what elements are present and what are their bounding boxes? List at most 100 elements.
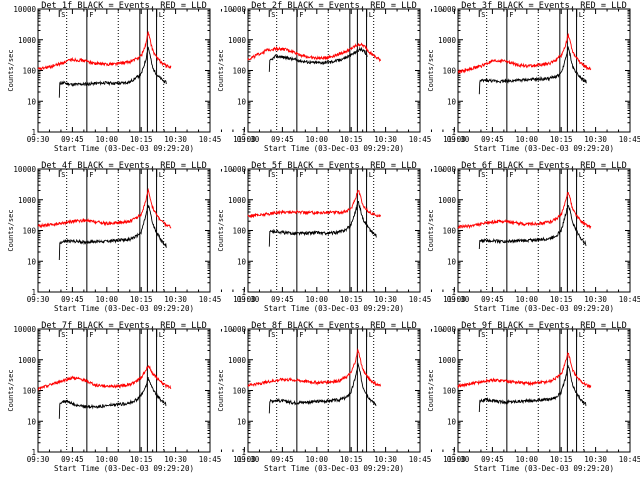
x-tick-label: 10:45 [619, 135, 640, 144]
plot-frame [37, 8, 211, 133]
series-events-line [478, 205, 587, 250]
detector-panel-8f: Det 8f BLACK = Events, RED = LLD11010010… [217, 321, 466, 473]
panel-title: Det 6f BLACK = Events, RED = LLD [461, 161, 627, 171]
x-tick-label: 10:30 [164, 455, 187, 464]
x-axis-label: Start Time (03-Dec-03 09:29:20) [264, 144, 404, 153]
panel-title: Det 5f BLACK = Events, RED = LLD [251, 161, 417, 171]
detector-panel-7f: Det 7f BLACK = Events, RED = LLD11010010… [7, 321, 256, 473]
x-tick-label: 10:30 [584, 295, 607, 304]
y-tick-label: 10 [447, 97, 457, 106]
x-tick-label: 10:45 [409, 295, 432, 304]
interval-label-L: L [369, 11, 373, 19]
x-tick-label: 11:00 [443, 455, 466, 464]
y-tick-label: 1 [451, 128, 456, 137]
series-events-line [478, 364, 587, 413]
y-axis-label: Counts/sec [7, 49, 15, 91]
y-tick-label: 10000 [223, 5, 246, 14]
x-tick-label: 10:45 [199, 135, 222, 144]
interval-label-F: F [509, 11, 513, 19]
detector-panel-2f: Det 2f BLACK = Events, RED = LLD11010010… [217, 1, 466, 153]
detector-panel-5f: Det 5f BLACK = Events, RED = LLD 1 10 100 10… [217, 161, 466, 313]
interval-label-L: L [159, 11, 163, 19]
y-tick-label: 10000 [223, 325, 246, 334]
interval-label-L: L [369, 171, 373, 179]
x-tick-label: 10:45 [199, 295, 222, 304]
interval-label-S: S [61, 11, 65, 19]
x-tick-label: 11:00 [233, 455, 256, 464]
x-tick-label: 10:30 [164, 295, 187, 304]
interval-label-S: S [61, 171, 65, 179]
x-axis-label: Start Time (03-Dec-03 09:29:20) [474, 464, 614, 473]
y-tick-label: 10 [237, 417, 247, 426]
y-tick-label: 1 [241, 448, 246, 457]
x-tick-label: 09:30 [27, 135, 50, 144]
y-tick-label: 100 [232, 227, 246, 236]
x-tick-label: 09:45 [271, 455, 294, 464]
series-lld-line [457, 191, 592, 230]
x-tick-label: 09:30 [447, 135, 470, 144]
x-axis-label: Start Time (03-Dec-03 09:29:20) [54, 144, 194, 153]
x-tick-label: 10:30 [374, 295, 397, 304]
series-events-line [58, 204, 167, 261]
x-tick-label: 10:00 [96, 295, 119, 304]
y-tick-label: 100 [22, 227, 36, 236]
interval-label-L: L [579, 331, 583, 339]
y-tick-label: 1 [241, 288, 246, 297]
interval-label-L: L [579, 11, 583, 19]
y-axis-label: Counts/sec [217, 209, 225, 251]
x-tick-label: 09:45 [481, 295, 504, 304]
series-lld-line [37, 31, 172, 71]
x-tick-label: 10:15 [340, 135, 363, 144]
y-tick-label: 1000 [438, 356, 457, 365]
x-tick-label: 10:45 [409, 455, 432, 464]
y-tick-label: 10000 [433, 165, 456, 174]
y-tick-label: 1000 [228, 196, 247, 205]
y-tick-label: 1 [31, 128, 36, 137]
x-tick-label: 10:15 [550, 295, 573, 304]
series-lld-line [457, 33, 592, 75]
x-tick-label: 10:00 [96, 135, 119, 144]
detector-panel-9f: Det 9f BLACK = Events, RED = LLD 1 10 100 10… [427, 321, 640, 473]
interval-label-F: F [509, 171, 513, 179]
y-tick-label: 10 [447, 257, 457, 266]
y-tick-label: 1 [451, 448, 456, 457]
x-tick-label: 10:00 [516, 455, 539, 464]
series-events-line [268, 46, 368, 72]
x-tick-label: 10:30 [374, 455, 397, 464]
interval-label-F: F [299, 331, 303, 339]
y-tick-label: 100 [442, 227, 456, 236]
plot-frame [457, 328, 631, 453]
y-tick-label: 10 [27, 257, 37, 266]
y-tick-label: 10000 [13, 5, 36, 14]
panel-title: Det 8f BLACK = Events, RED = LLD [251, 321, 417, 331]
detector-panel-6f: Det 6f BLACK = Events, RED = LLD 1 10 100 10… [427, 161, 640, 313]
x-tick-label: 09:30 [27, 455, 50, 464]
series-events-line [268, 362, 377, 414]
interval-label-F: F [89, 331, 93, 339]
plot-frame [37, 328, 211, 453]
interval-label-L: L [579, 171, 583, 179]
x-tick-label: 10:15 [130, 295, 153, 304]
x-tick-label: 10:15 [130, 455, 153, 464]
x-tick-label: 10:45 [619, 455, 640, 464]
interval-label-F: F [89, 171, 93, 179]
series-lld-line [37, 187, 172, 229]
x-axis-label: Start Time (03-Dec-03 09:29:20) [474, 144, 614, 153]
interval-label-F: F [509, 331, 513, 339]
y-tick-label: 10 [447, 417, 457, 426]
y-tick-label: 10 [237, 97, 247, 106]
series-events-line [58, 46, 167, 98]
y-tick-label: 1000 [228, 356, 247, 365]
x-tick-label: 10:15 [550, 455, 573, 464]
y-tick-label: 1000 [18, 356, 37, 365]
x-tick-label: 10:30 [584, 135, 607, 144]
x-tick-label: 09:45 [271, 295, 294, 304]
series-events-line [478, 46, 587, 95]
y-axis-label: Counts/sec [217, 369, 225, 411]
x-tick-label: 09:45 [481, 135, 504, 144]
x-tick-label: 09:30 [27, 295, 50, 304]
y-tick-label: 100 [232, 67, 246, 76]
interval-label-L: L [369, 331, 373, 339]
y-tick-label: 100 [22, 67, 36, 76]
